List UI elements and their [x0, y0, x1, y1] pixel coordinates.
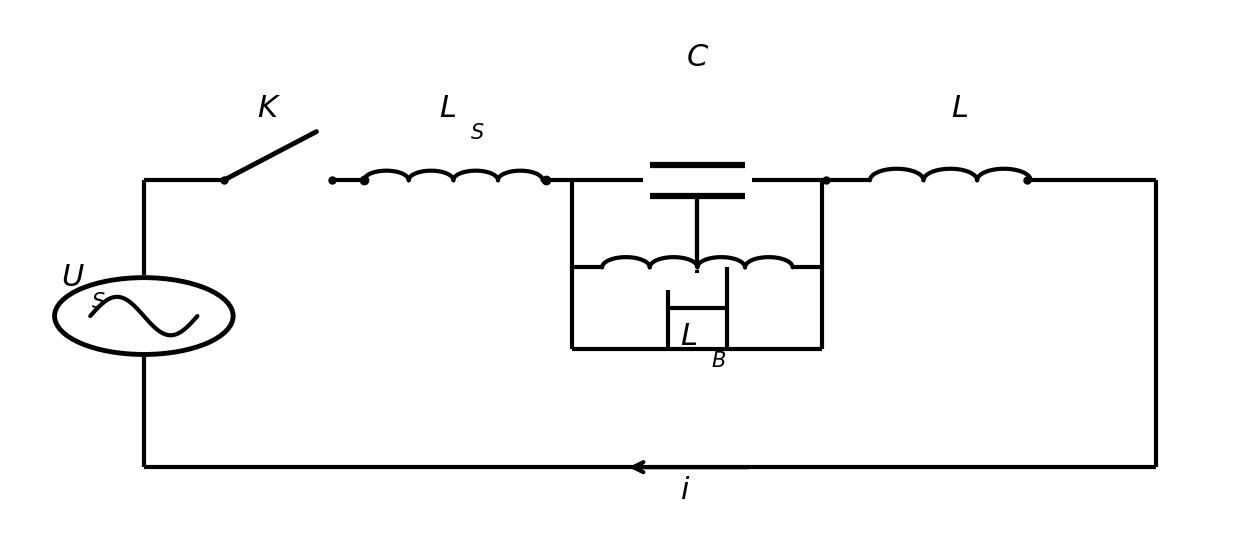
Text: $U$: $U$: [61, 262, 84, 293]
Text: $S$: $S$: [470, 123, 485, 143]
Text: $L$: $L$: [951, 93, 968, 124]
Text: $i$: $i$: [681, 475, 691, 506]
Text: $L$: $L$: [681, 321, 698, 352]
Text: $C$: $C$: [686, 42, 709, 73]
Text: $S$: $S$: [92, 292, 105, 312]
Text: $L$: $L$: [439, 93, 456, 124]
Text: $K$: $K$: [257, 93, 280, 124]
Text: $B$: $B$: [712, 351, 727, 371]
